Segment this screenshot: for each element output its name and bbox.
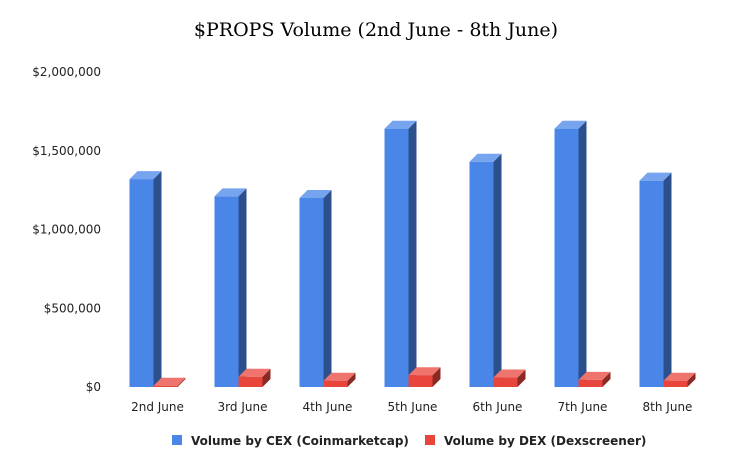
y-tick-label: $500,000 [44, 301, 101, 315]
bar-side [602, 371, 611, 387]
bar-top [663, 372, 696, 381]
bar-side [262, 368, 271, 387]
x-tick-label: 4th June [303, 400, 353, 414]
bar-cex-4 [469, 153, 502, 387]
bar-front [129, 179, 154, 387]
legend-label: Volume by CEX (Coinmarketcap) [191, 434, 409, 448]
bar-top [384, 120, 417, 129]
x-tick-label: 8th June [643, 400, 693, 414]
bar-top [153, 377, 186, 386]
bar-cex-1 [214, 188, 247, 387]
bar-top [129, 171, 162, 180]
y-tick-label: $2,000,000 [32, 65, 101, 79]
legend: Volume by CEX (Coinmarketcap) Volume by D… [172, 434, 646, 448]
bar-cex-0 [129, 171, 162, 387]
bar-dex-6 [663, 372, 696, 387]
x-tick-label: 2nd June [131, 400, 184, 414]
bar-dex-5 [578, 371, 611, 387]
bar-side [153, 171, 162, 387]
bar-dex-1 [238, 368, 271, 387]
x-tick-label: 3rd June [218, 400, 268, 414]
y-tick-label: $0 [86, 380, 101, 394]
bar-front [578, 379, 603, 387]
legend-label: Volume by DEX (Dexscreener) [444, 434, 646, 448]
bar-front [663, 380, 688, 387]
bar-front [214, 196, 239, 387]
bar-dex-2 [323, 372, 356, 387]
bar-top [323, 372, 356, 381]
bar-cex-2 [299, 190, 332, 387]
bar-side [578, 120, 587, 387]
bar-front [469, 161, 494, 387]
x-tick-label: 7th June [558, 400, 608, 414]
bar-cex-3 [384, 120, 417, 387]
bar-side [323, 190, 332, 387]
plot-area [129, 120, 696, 387]
bar-top [639, 172, 672, 181]
x-axis: 2nd June 3rd June 4th June 5th June 6th June… [131, 400, 692, 414]
legend-item-cex: Volume by CEX (Coinmarketcap) [172, 434, 409, 448]
y-tick-label: $1,000,000 [32, 223, 101, 237]
x-tick-label: 5th June [388, 400, 438, 414]
bar-dex-3 [408, 367, 441, 387]
bar-side [432, 367, 441, 387]
bar-side [517, 369, 526, 387]
bar-dex-0 [153, 377, 186, 387]
bar-side [347, 372, 356, 387]
bar-front [408, 375, 433, 387]
bar-top [408, 367, 441, 376]
bar-top [578, 371, 611, 380]
bar-front [639, 180, 664, 387]
bar-side [238, 188, 247, 387]
legend-swatch [172, 435, 182, 445]
y-axis: $0 $500,000 $1,000,000 $1,500,000 $2,000,000 [32, 65, 101, 394]
bar-side [493, 153, 502, 387]
legend-item-dex: Volume by DEX (Dexscreener) [425, 434, 646, 448]
bar-side [177, 377, 186, 387]
bar-top [554, 120, 587, 129]
bar-front [299, 198, 324, 387]
chart-title: $PROPS Volume (2nd June - 8th June) [194, 19, 558, 41]
bar-cex-6 [639, 172, 672, 387]
bar-side [408, 120, 417, 387]
bar-front [493, 377, 518, 387]
bar-top [299, 190, 332, 198]
x-tick-label: 6th June [473, 400, 523, 414]
bar-side [687, 372, 696, 387]
bar-front [554, 128, 579, 387]
bar-side [663, 172, 672, 387]
bar-front [153, 385, 178, 387]
bar-top [238, 368, 271, 377]
bar-front [238, 376, 263, 387]
bar-dex-4 [493, 369, 526, 387]
bar-cex-5 [554, 120, 587, 387]
bar-front [384, 128, 409, 387]
legend-swatch [425, 435, 435, 445]
bar-front [323, 380, 348, 387]
bar-top [214, 188, 247, 197]
y-tick-label: $1,500,000 [32, 144, 101, 158]
bar-top [469, 153, 502, 162]
bar-top [493, 369, 526, 378]
